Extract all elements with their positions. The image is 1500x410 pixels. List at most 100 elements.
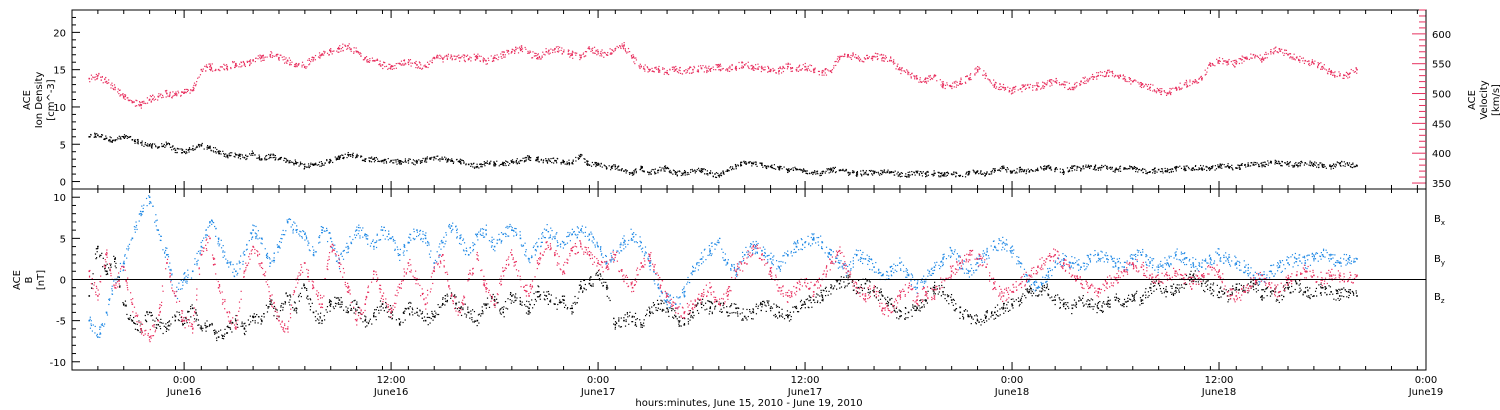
data-point	[571, 52, 573, 54]
data-point	[822, 289, 824, 291]
data-point	[1064, 86, 1066, 89]
data-point	[147, 313, 149, 316]
data-point	[476, 55, 479, 58]
data-point	[494, 165, 496, 167]
data-point	[272, 154, 274, 156]
data-point	[373, 313, 375, 315]
data-point	[602, 52, 604, 54]
data-point	[1023, 84, 1025, 86]
data-point	[1178, 89, 1181, 91]
data-point	[944, 87, 946, 90]
data-point	[1134, 166, 1136, 169]
data-point	[737, 165, 740, 167]
data-point	[218, 152, 221, 154]
data-point	[832, 166, 834, 169]
data-point	[617, 165, 620, 167]
data-point	[617, 169, 619, 171]
data-point	[243, 323, 245, 325]
data-point	[1181, 87, 1183, 89]
data-point	[211, 323, 213, 325]
data-point	[458, 309, 460, 312]
data-point	[739, 313, 741, 315]
data-point	[726, 169, 729, 171]
data-point	[758, 66, 760, 68]
data-point	[817, 300, 819, 302]
data-point	[579, 288, 581, 290]
data-point	[892, 63, 895, 65]
data-point	[919, 77, 921, 79]
data-point	[767, 165, 769, 167]
data-point	[209, 68, 211, 71]
data-point	[1241, 62, 1243, 64]
data-point	[604, 52, 606, 54]
data-point	[1160, 170, 1162, 173]
data-point	[927, 77, 929, 80]
data-point	[619, 169, 621, 171]
data-point	[1095, 76, 1097, 78]
data-point	[886, 170, 888, 173]
data-point	[312, 164, 315, 166]
data-point	[316, 164, 318, 166]
data-point	[595, 50, 597, 52]
data-point	[555, 160, 557, 162]
data-point	[792, 167, 794, 169]
data-point	[569, 53, 571, 55]
data-point	[1074, 87, 1076, 89]
data-point	[608, 165, 610, 167]
data-point	[812, 299, 815, 301]
data-point	[683, 171, 686, 174]
data-point	[683, 70, 686, 72]
data-point	[1076, 165, 1078, 168]
data-point	[426, 316, 428, 319]
data-point	[690, 316, 692, 318]
data-point	[241, 65, 243, 67]
data-point	[566, 161, 568, 163]
data-point	[566, 162, 568, 165]
data-point	[467, 306, 469, 308]
data-point	[447, 160, 449, 163]
data-point	[1317, 64, 1320, 66]
data-point	[422, 157, 424, 160]
data-point	[547, 303, 549, 305]
data-point	[455, 302, 457, 304]
data-point	[1241, 55, 1243, 57]
data-point	[385, 305, 388, 307]
data-point	[378, 312, 380, 314]
data-point	[137, 143, 139, 145]
data-point	[1274, 163, 1276, 165]
data-point	[866, 174, 869, 176]
data-point	[196, 145, 198, 147]
data-point	[234, 318, 237, 320]
data-point	[787, 314, 789, 316]
data-point	[1266, 57, 1268, 59]
data-point	[308, 165, 310, 167]
data-point	[1320, 66, 1323, 68]
data-point	[853, 289, 855, 291]
data-point	[269, 154, 272, 157]
data-point	[470, 310, 472, 312]
data-point	[674, 315, 677, 318]
data-point	[293, 301, 296, 303]
data-point	[500, 313, 502, 315]
data-point	[197, 77, 199, 79]
data-point	[1059, 84, 1061, 86]
data-point	[743, 315, 746, 318]
data-point	[778, 166, 781, 169]
data-point	[1309, 164, 1311, 167]
data-point	[1024, 169, 1026, 171]
data-point	[97, 74, 99, 77]
data-point	[838, 56, 841, 59]
data-point	[1119, 165, 1122, 167]
data-point	[734, 163, 737, 166]
data-point	[506, 308, 509, 310]
data-point	[447, 158, 450, 160]
data-point	[374, 159, 376, 162]
data-point	[1286, 161, 1289, 163]
data-point	[717, 64, 719, 66]
data-point	[580, 56, 582, 59]
data-point	[855, 174, 857, 177]
data-point	[1060, 84, 1063, 86]
data-point	[235, 62, 237, 65]
data-point	[609, 299, 611, 302]
data-point	[342, 154, 344, 156]
